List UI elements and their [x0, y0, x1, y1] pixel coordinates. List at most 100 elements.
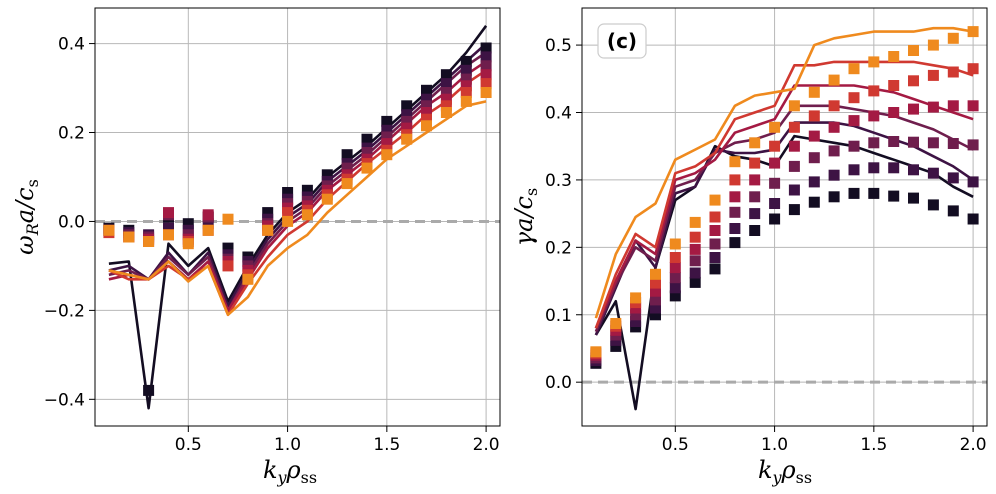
- gamma-series-2-marker: [868, 162, 880, 174]
- panel-tag: (c): [607, 29, 637, 53]
- gamma-series-6-marker: [808, 86, 820, 98]
- gamma-y-tick-label: 0.3: [545, 171, 572, 191]
- gamma-series-1-marker: [729, 237, 741, 249]
- gamma-series-6-marker: [908, 45, 919, 56]
- omega-series-6-marker: [103, 224, 115, 236]
- gamma-x-ticks: 0.5 1.0 1.5 2.0: [662, 426, 987, 455]
- omega-series-1-marker: [440, 69, 452, 81]
- omega-axes-frame: [94, 7, 501, 427]
- omega-series-2-marker: [440, 78, 452, 90]
- gamma-series-2-marker: [630, 316, 642, 327]
- panel-tag-box: [597, 23, 647, 59]
- gamma-series-2-marker: [709, 252, 721, 263]
- omega-series-2-marker: [202, 218, 214, 230]
- gamma-series-2-marker: [947, 172, 959, 184]
- gamma-series-6-marker: [828, 74, 840, 86]
- gamma-series-4-marker: [947, 100, 959, 112]
- omega-series-3-marker: [480, 60, 492, 72]
- omega-series-4-marker: [421, 107, 432, 118]
- gamma-markers: [590, 26, 979, 369]
- gamma-series-6-marker: [590, 346, 602, 358]
- gamma-series-1-marker: [769, 213, 781, 225]
- omega-series-6-marker: [123, 231, 135, 243]
- gamma-series-5-marker: [769, 140, 781, 152]
- gamma-series-3-marker: [709, 238, 721, 250]
- omega-series-4-marker: [401, 122, 413, 134]
- gamma-x-tick-label: 0.5: [662, 435, 689, 455]
- gamma-series-6-marker: [669, 238, 681, 250]
- gamma-lines: [594, 26, 974, 411]
- gamma-series-3-marker: [808, 152, 820, 164]
- gamma-series-3-marker: [669, 272, 681, 284]
- gamma-series-3-marker: [788, 160, 800, 172]
- omega-y-axis-label: ωRa/cs: [11, 179, 42, 255]
- gamma-y-ticks: 0.0 0.1 0.2 0.3 0.4 0.5: [545, 36, 582, 393]
- gamma-y-tick-label: 0.4: [545, 104, 572, 124]
- gamma-series-1-marker: [967, 213, 979, 225]
- omega-series-6-marker: [282, 215, 294, 227]
- gamma-x-tick-label: 2.0: [960, 435, 987, 455]
- omega-x-tick-label: 2.0: [473, 435, 500, 455]
- omega-series-3-marker: [440, 87, 452, 98]
- gamma-y-tick-label: 0.2: [545, 238, 572, 258]
- gamma-series-3-marker: [650, 294, 661, 306]
- gamma-series-1-marker: [709, 263, 721, 275]
- gamma-y-tick-label: 0.0: [545, 373, 572, 393]
- gamma-series-6-marker: [868, 56, 880, 68]
- gamma-series-4-marker: [828, 121, 840, 133]
- omega-series-6-marker: [202, 224, 214, 236]
- gamma-series-4-marker: [749, 174, 761, 186]
- gamma-series-1-marker: [669, 290, 681, 302]
- gamma-series-4-marker: [650, 285, 661, 297]
- omega-series-4-marker: [460, 80, 472, 92]
- omega-series-6-marker: [480, 87, 492, 98]
- gamma-series-3-marker: [769, 177, 781, 189]
- gamma-series-6-marker: [947, 32, 959, 44]
- omega-series-6-marker: [222, 213, 234, 225]
- omega-series-3-marker: [381, 131, 393, 143]
- gamma-series-3-marker: [967, 139, 979, 151]
- gamma-series-line-6: [594, 26, 974, 319]
- gamma-series-3-marker: [689, 255, 701, 267]
- gamma-series-4-marker: [689, 243, 701, 255]
- gamma-series-5-marker: [967, 63, 979, 75]
- omega-series-5-marker: [421, 113, 432, 125]
- gamma-series-2-marker: [689, 267, 701, 279]
- gamma-series-2-marker: [888, 162, 900, 174]
- omega-y-tick-label: 0.4: [58, 35, 85, 55]
- omega-y-tick-label: −0.2: [44, 301, 85, 321]
- gamma-series-4-marker: [888, 107, 900, 118]
- omega-x-tick-label: 1.5: [373, 435, 400, 455]
- gamma-series-1-marker: [908, 192, 919, 204]
- gamma-series-3-marker: [888, 136, 900, 147]
- omega-series-6-marker: [341, 178, 353, 190]
- omega-series-2-marker: [163, 222, 174, 234]
- gamma-series-6-marker: [769, 121, 781, 133]
- gamma-y-tick-label: 0.1: [545, 306, 572, 326]
- gamma-series-5-marker: [947, 66, 959, 78]
- gamma-series-1-marker: [927, 199, 939, 211]
- omega-series-5-marker: [440, 100, 452, 112]
- omega-series-6-marker: [242, 273, 254, 285]
- omega-series-4-marker: [381, 138, 393, 150]
- omega-series-3-marker: [341, 162, 353, 174]
- omega-series-6-marker: [401, 133, 413, 145]
- gamma-series-6-marker: [888, 51, 900, 62]
- gamma-series-4-marker: [848, 115, 860, 127]
- gamma-series-6-marker: [967, 26, 979, 38]
- gamma-series-2-marker: [788, 184, 800, 196]
- gamma-series-6-marker: [848, 63, 860, 75]
- gamma-series-6-marker: [788, 100, 800, 112]
- gamma-series-5-marker: [650, 277, 661, 289]
- omega-series-2-marker: [381, 124, 393, 136]
- omega-series-line-6: [108, 100, 487, 317]
- gamma-series-5-marker: [709, 211, 721, 223]
- omega-series-6-marker: [381, 149, 393, 161]
- omega-y-tick-label: 0.0: [58, 212, 85, 232]
- gamma-panel: 0.5 1.0 1.5 2.0 0.0 0.1 0.2 0.3 0.4 0.5 (c) kyρs…: [510, 7, 988, 487]
- gamma-series-5-marker: [908, 75, 919, 87]
- gamma-series-4-marker: [669, 262, 681, 274]
- omega-series-6-marker: [143, 236, 155, 247]
- gamma-series-4-marker: [967, 100, 979, 112]
- omega-series-4-marker: [163, 207, 174, 219]
